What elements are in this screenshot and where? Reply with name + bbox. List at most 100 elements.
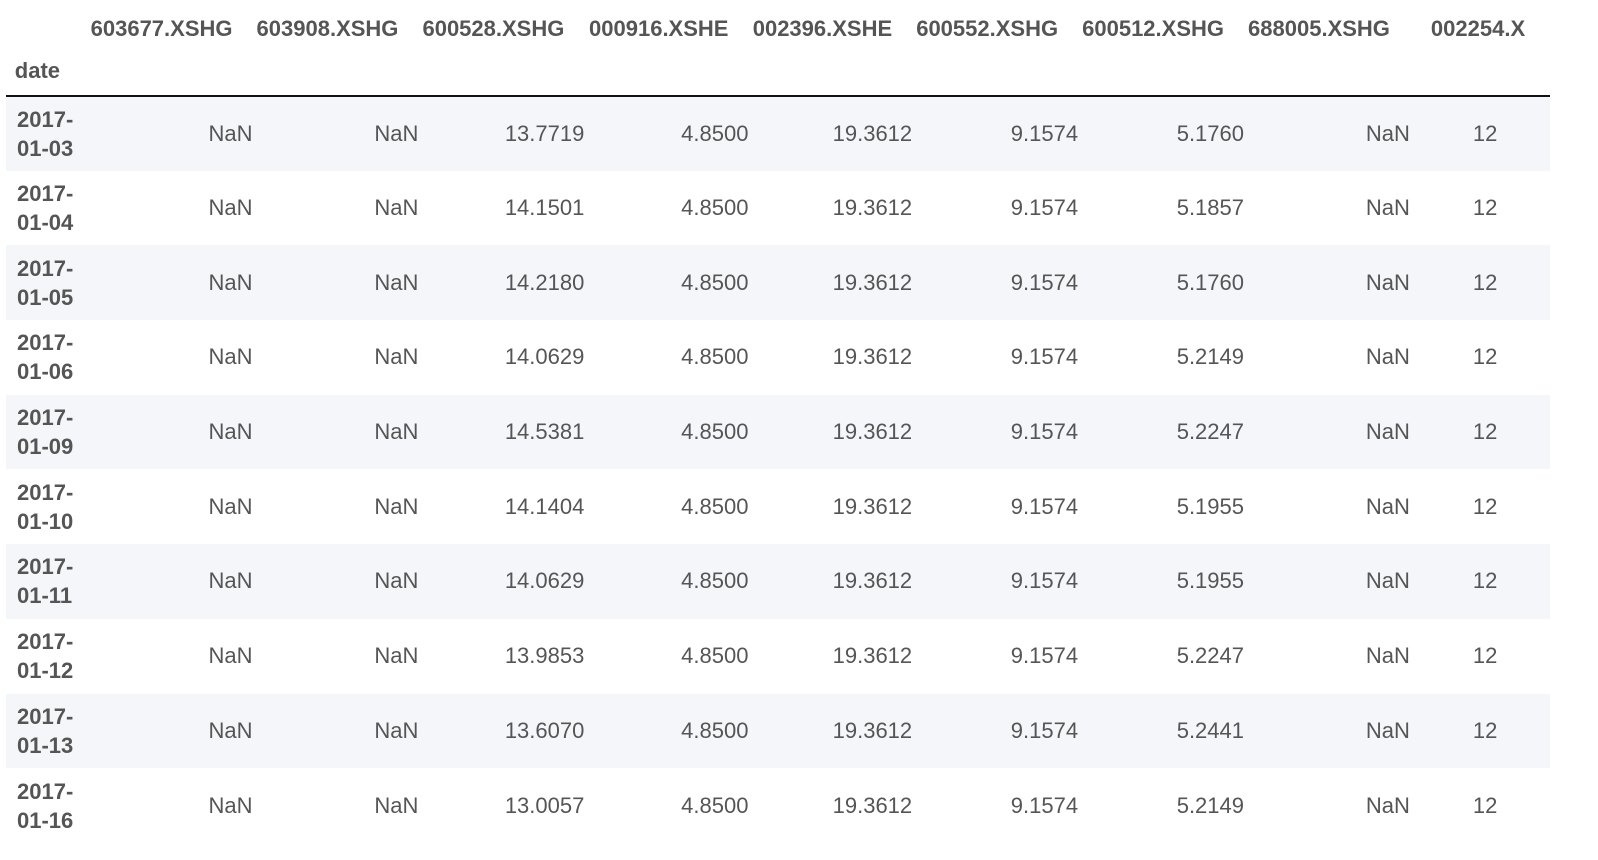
row-index-date: 2017- 01-11	[6, 544, 87, 619]
table-cell: 19.3612	[832, 792, 913, 818]
date-part-year: 2017-	[17, 629, 74, 655]
table-cell: 5.2149	[1176, 792, 1244, 818]
date-part-monthday: 01-16	[17, 807, 74, 833]
table-cell-clipped: 12	[1410, 469, 1550, 544]
cell-value: 12	[1472, 792, 1498, 818]
table-cell: NaN	[1365, 195, 1410, 221]
cell-value: 12	[1472, 643, 1498, 669]
table-cell: 19.3612	[832, 195, 913, 221]
table-cell: NaN	[208, 195, 253, 221]
table-cell: NaN	[1365, 120, 1410, 146]
table-cell: 13.0057	[504, 792, 585, 818]
table-cell-clipped: 12	[1410, 395, 1550, 470]
table-row: 2017- 01-10 NaN NaN 14.1404 4.8500 19.3612 9.15…	[6, 469, 1550, 545]
table-cell: 4.8500	[681, 419, 749, 445]
date-part-monthday: 01-04	[17, 210, 74, 236]
table-cell: 9.1574	[1010, 717, 1079, 743]
table-cell: NaN	[208, 792, 253, 818]
table-header: 603677.XSHG 603908.XSHG 600528.XSHG 0009…	[6, 0, 1550, 97]
column-header: 000916.XSHE	[589, 16, 729, 41]
table-cell: 13.7719	[504, 120, 585, 146]
dataframe-output: 603677.XSHG 603908.XSHG 600528.XSHG 0009…	[6, 0, 1550, 843]
cell-value: 12	[1472, 344, 1498, 370]
date-part-monthday: 01-03	[17, 135, 74, 161]
date-part-year: 2017-	[17, 479, 74, 505]
row-index-date: 2017- 01-10	[6, 469, 87, 544]
table-cell: 14.5381	[504, 419, 585, 445]
table-cell: 4.8500	[681, 792, 749, 818]
row-index-date: 2017- 01-05	[6, 245, 87, 320]
table-cell-clipped: 12	[1410, 544, 1550, 619]
row-index-date: 2017- 01-09	[6, 395, 87, 470]
table-cell: 5.1955	[1176, 568, 1244, 594]
date-part-year: 2017-	[17, 554, 74, 580]
table-cell: NaN	[374, 120, 419, 146]
table-row: 2017- 01-11 NaN NaN 14.0629 4.8500 19.3612 9.15…	[6, 544, 1550, 619]
table-cell: NaN	[374, 493, 419, 519]
table-cell-clipped: 12	[1410, 96, 1550, 171]
table-cell: 19.3612	[832, 493, 913, 519]
table-cell: 4.8500	[681, 568, 749, 594]
table-cell: 19.3612	[832, 344, 913, 370]
column-header-label: 002254.X	[1430, 16, 1526, 41]
table-row: 2017- 01-13 NaN NaN 13.6070 4.8500 19.3612 9.15…	[6, 693, 1550, 769]
table-cell-clipped: 12	[1410, 768, 1550, 843]
table-row: 2017- 01-12 NaN NaN 13.9853 4.8500 19.3612 9.15…	[6, 618, 1550, 694]
index-name-row: date	[6, 58, 1550, 97]
table-cell: 9.1574	[1010, 643, 1079, 669]
table-cell: 9.1574	[1010, 493, 1079, 519]
table-cell: 4.8500	[681, 493, 749, 519]
table-cell: NaN	[1365, 568, 1410, 594]
table-cell: 4.8500	[681, 120, 749, 146]
table-cell-clipped: 12	[1410, 320, 1550, 395]
table-cell: NaN	[374, 344, 419, 370]
table-cell: 14.1501	[504, 195, 585, 221]
cell-value: 12	[1472, 419, 1498, 445]
table-cell: 19.3612	[832, 120, 913, 146]
date-part-year: 2017-	[17, 181, 74, 207]
column-header: 603908.XSHG	[256, 16, 399, 41]
table-cell: 19.3612	[832, 643, 913, 669]
column-header-row: 603677.XSHG 603908.XSHG 600528.XSHG 0009…	[6, 0, 1550, 58]
table-cell: 5.2247	[1176, 643, 1244, 669]
row-index-date: 2017- 01-04	[6, 171, 87, 246]
table-cell: 9.1574	[1010, 344, 1079, 370]
table-cell: 19.3612	[832, 269, 913, 295]
table-cell: 9.1574	[1010, 419, 1079, 445]
cell-value: 12	[1472, 120, 1498, 146]
table-cell: NaN	[1365, 269, 1410, 295]
table-cell: NaN	[1365, 792, 1410, 818]
date-part-year: 2017-	[17, 405, 74, 431]
table-cell: 14.1404	[504, 493, 585, 519]
table-cell: 13.6070	[504, 717, 585, 743]
table-cell: NaN	[208, 643, 253, 669]
column-header: 600512.XSHG	[1082, 16, 1224, 41]
table-body: 2017- 01-03 NaN NaN 13.7719 4.8500 19.3612 9.15…	[6, 96, 1550, 843]
table-cell: NaN	[1365, 493, 1410, 519]
table-row: 2017- 01-06 NaN NaN 14.0629 4.8500 19.3612 9.15…	[6, 320, 1550, 395]
table-cell: 19.3612	[832, 717, 913, 743]
table-cell: 4.8500	[681, 269, 749, 295]
table-cell: 19.3612	[832, 419, 913, 445]
date-part-year: 2017-	[17, 106, 74, 132]
table-cell: NaN	[208, 717, 253, 743]
row-index-date: 2017- 01-13	[6, 694, 87, 769]
table-row: 2017- 01-04 NaN NaN 14.1501 4.8500 19.3612 9.15…	[6, 170, 1550, 246]
date-part-monthday: 01-05	[17, 284, 74, 310]
table-cell: NaN	[208, 493, 253, 519]
table-cell: 19.3612	[832, 568, 913, 594]
table-row: 2017- 01-03 NaN NaN 13.7719 4.8500 19.3612 9.15…	[6, 96, 1550, 171]
date-part-monthday: 01-09	[17, 434, 74, 460]
row-index-date: 2017- 01-12	[6, 619, 87, 694]
table-cell: NaN	[374, 269, 419, 295]
date-part-year: 2017-	[17, 255, 74, 281]
table-cell: 5.2441	[1176, 717, 1244, 743]
table-cell: NaN	[208, 419, 253, 445]
table-cell-clipped: 12	[1410, 619, 1550, 694]
table-cell: 5.1857	[1176, 195, 1244, 221]
table-cell: 13.9853	[504, 643, 585, 669]
table-cell: 4.8500	[681, 717, 749, 743]
column-header: 603677.XSHG	[90, 16, 233, 41]
column-header: 600552.XSHG	[916, 16, 1059, 41]
table-cell: 9.1574	[1010, 120, 1079, 146]
